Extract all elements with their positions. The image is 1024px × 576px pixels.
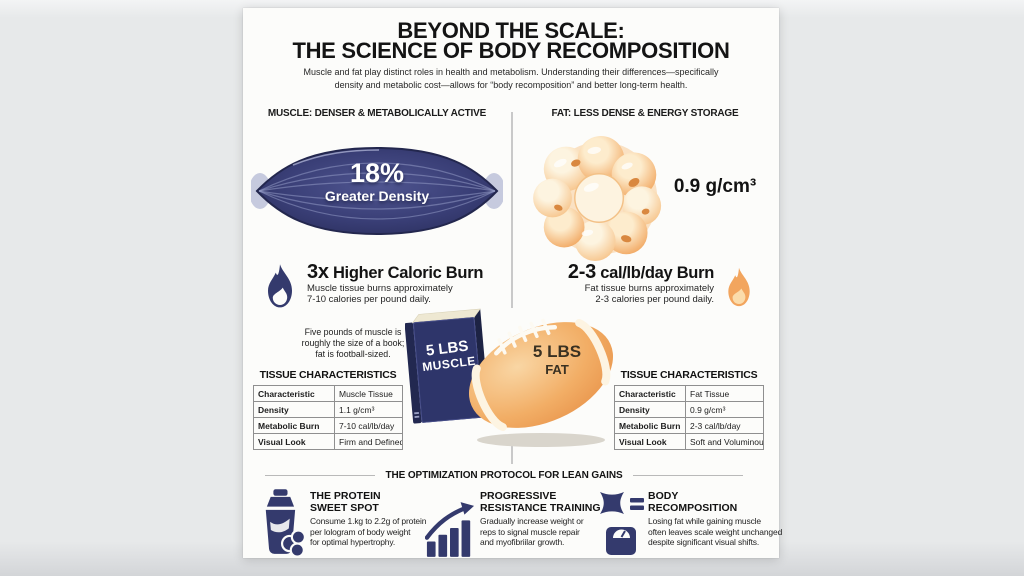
protocol-header-text: THE OPTIMIZATION PROTOCOL FOR LEAN GAINS (385, 470, 623, 481)
table-cell-value: 0.9 g/cm³ (685, 401, 764, 418)
football-label-line1: 5 LBS (532, 342, 582, 361)
growth-chart-icon (425, 502, 475, 557)
recomp-title-line2: RECOMPOSITION (648, 501, 738, 514)
muscle-burn-value: 3x (307, 261, 329, 283)
protein-shaker-icon (265, 489, 306, 558)
muscle-burn-title: 3x Higher Caloric Burn (307, 262, 507, 283)
page-subtitle-line2: density and metabolic cost—allows for “b… (334, 79, 688, 90)
table-row: Density 0.9 g/cm³ (614, 401, 764, 418)
training-title-line1: PROGRESSIVE (480, 490, 557, 502)
fat-section-header: FAT: LESS DENSE & ENERGY STORAGE (551, 108, 739, 119)
muscle-table: TISSUE CHARACTERISTICS Characteristic Mus… (253, 369, 403, 450)
fat-table: TISSUE CHARACTERISTICS Characteristic Fat… (614, 369, 764, 450)
column-divider-lower (511, 440, 513, 464)
table-cell-label: Density (614, 401, 686, 418)
page-subtitle-line1: Muscle and fat play distinct roles in he… (303, 67, 719, 77)
divider-line (632, 474, 743, 477)
fat-table-grid: Characteristic Fat Tissue Density 0.9 g/cm… (614, 385, 764, 450)
page-title-line2: THE SCIENCE OF BODY RECOMPOSITION (292, 38, 730, 63)
training-desc-line3: and myofibriilar growth. (480, 537, 565, 547)
table-cell-label: Visual Look (614, 433, 686, 450)
protocol-item-recomposition: BODY RECOMPOSITION Losing fat while gain… (648, 490, 798, 548)
note-line1: Five pounds of muscle is (304, 327, 402, 337)
protein-desc-line1: Consume 1.kg to 2.2g of protein (310, 516, 427, 526)
muscle-section-header: MUSCLE: DENSER & METABOLICALLY ACTIVE (267, 108, 487, 119)
table-cell-label: Characteristic (614, 385, 686, 402)
muscle-burn-title-text: Higher Caloric Burn (328, 264, 484, 282)
fat-burn-block: 2-3 cal/lb/day Burn Fat tissue burns app… (542, 262, 714, 305)
fat-burn-desc-line1: Fat tissue burns approximately (584, 283, 714, 294)
flame-icon (268, 264, 292, 308)
flame-icon (728, 267, 750, 307)
table-row: Metabolic Burn 2-3 cal/lb/day (614, 417, 764, 434)
table-row: Characteristic Fat Tissue (614, 385, 764, 402)
football-label: 5 LBS FAT (505, 342, 609, 377)
table-cell-label: Metabolic Burn (614, 417, 686, 434)
note-line3: fat is football-sized. (315, 348, 391, 359)
muscle-burn-desc-line1: Muscle tissue burns approximately (307, 283, 453, 294)
muscle-table-grid: Characteristic Muscle Tissue Density 1.1 g… (253, 385, 403, 450)
table-row: Metabolic Burn 7-10 cal/lb/day (253, 417, 403, 434)
table-row: Visual Look Firm and Defined (253, 433, 403, 450)
training-desc-line2: reps to signal muscle repair (480, 526, 580, 537)
recomp-desc-line2: often leaves scale weight unchanged (648, 526, 783, 537)
table-cell-value: Fat Tissue (685, 385, 764, 402)
body-scale-icon (600, 492, 644, 555)
fat-cells-icon (533, 135, 662, 262)
table-cell-value: 7-10 cal/lb/day (334, 417, 403, 434)
protein-desc-line2: per lologram of body weight (310, 526, 411, 537)
protocol-header: THE OPTIMIZATION PROTOCOL FOR LEAN GAINS (265, 470, 743, 481)
training-desc: Gradually increase weight or reps to sig… (480, 516, 630, 548)
table-cell-label: Density (253, 401, 335, 418)
muscle-burn-block: 3x Higher Caloric Burn Muscle tissue bur… (307, 262, 507, 305)
football-label-line2: FAT (545, 362, 569, 377)
table-cell-value: 1.1 g/cm³ (334, 401, 403, 418)
page-title: BEYOND THE SCALE: THE SCIENCE OF BODY RE… (243, 18, 779, 63)
protein-desc: Consume 1.kg to 2.2g of protein per lolo… (310, 516, 460, 548)
muscle-icon (251, 146, 503, 236)
note-line2: roughly the size of a book; (301, 337, 405, 348)
recomp-desc-line1: Losing fat while gaining muscle (648, 516, 762, 526)
muscle-density-value: 18% (349, 158, 405, 188)
fat-burn-title-text: cal/lb/day Burn (595, 264, 714, 282)
table-row: Density 1.1 g/cm³ (253, 401, 403, 418)
table-cell-value: Soft and Voluminous (685, 433, 764, 450)
fat-burn-desc-line2: 2-3 calories per pound daily. (595, 294, 714, 305)
football-icon (468, 318, 614, 447)
table-cell-value: Firm and Defined (334, 433, 403, 450)
table-cell-value: Muscle Tissue (334, 385, 403, 402)
fat-burn-title: 2-3 cal/lb/day Burn (542, 262, 714, 283)
table-row: Visual Look Soft and Voluminous (614, 433, 764, 450)
recomp-desc: Losing fat while gaining muscle often le… (648, 516, 798, 548)
fat-table-title: TISSUE CHARACTERISTICS (620, 369, 758, 381)
page-subtitle: Muscle and fat play distinct roles in he… (243, 66, 779, 91)
fat-burn-value: 2-3 (567, 261, 596, 283)
table-row: Characteristic Muscle Tissue (253, 385, 403, 402)
table-cell-label: Metabolic Burn (253, 417, 335, 434)
protein-desc-line3: for optimal hypertrophy. (310, 537, 396, 547)
infographic-card: BEYOND THE SCALE: THE SCIENCE OF BODY RE… (243, 8, 782, 558)
muscle-table-title: TISSUE CHARACTERISTICS (259, 369, 397, 381)
table-cell-label: Characteristic (253, 385, 335, 402)
training-title-line2: RESISTANCE TRAINING (480, 501, 601, 514)
protein-title-line2: SWEET SPOT (310, 501, 379, 514)
recomp-desc-line3: despite significant visual shifts. (648, 537, 760, 547)
column-divider (511, 112, 513, 308)
recomp-title-line1: BODY (648, 490, 679, 502)
divider-line (265, 474, 376, 477)
protein-title-line1: THE PROTEIN (310, 490, 381, 502)
table-cell-value: 2-3 cal/lb/day (685, 417, 764, 434)
table-cell-label: Visual Look (253, 433, 335, 450)
protocol-item-training: PROGRESSIVE RESISTANCE TRAINING Graduall… (480, 490, 630, 548)
muscle-burn-desc-line2: 7-10 calories per pound daily. (307, 294, 431, 305)
training-desc-line1: Gradually increase weight or (480, 516, 584, 526)
size-comparison-note: Five pounds of muscle is roughly the siz… (273, 327, 433, 359)
fat-density-value: 0.9 g/cm³ (673, 176, 757, 197)
muscle-density-callout: 18% Greater Density (277, 158, 477, 204)
muscle-density-label: Greater Density (324, 188, 430, 204)
page-title-line1: BEYOND THE SCALE: (397, 18, 625, 43)
protocol-item-protein: THE PROTEIN SWEET SPOT Consume 1.kg to 2… (310, 490, 460, 548)
